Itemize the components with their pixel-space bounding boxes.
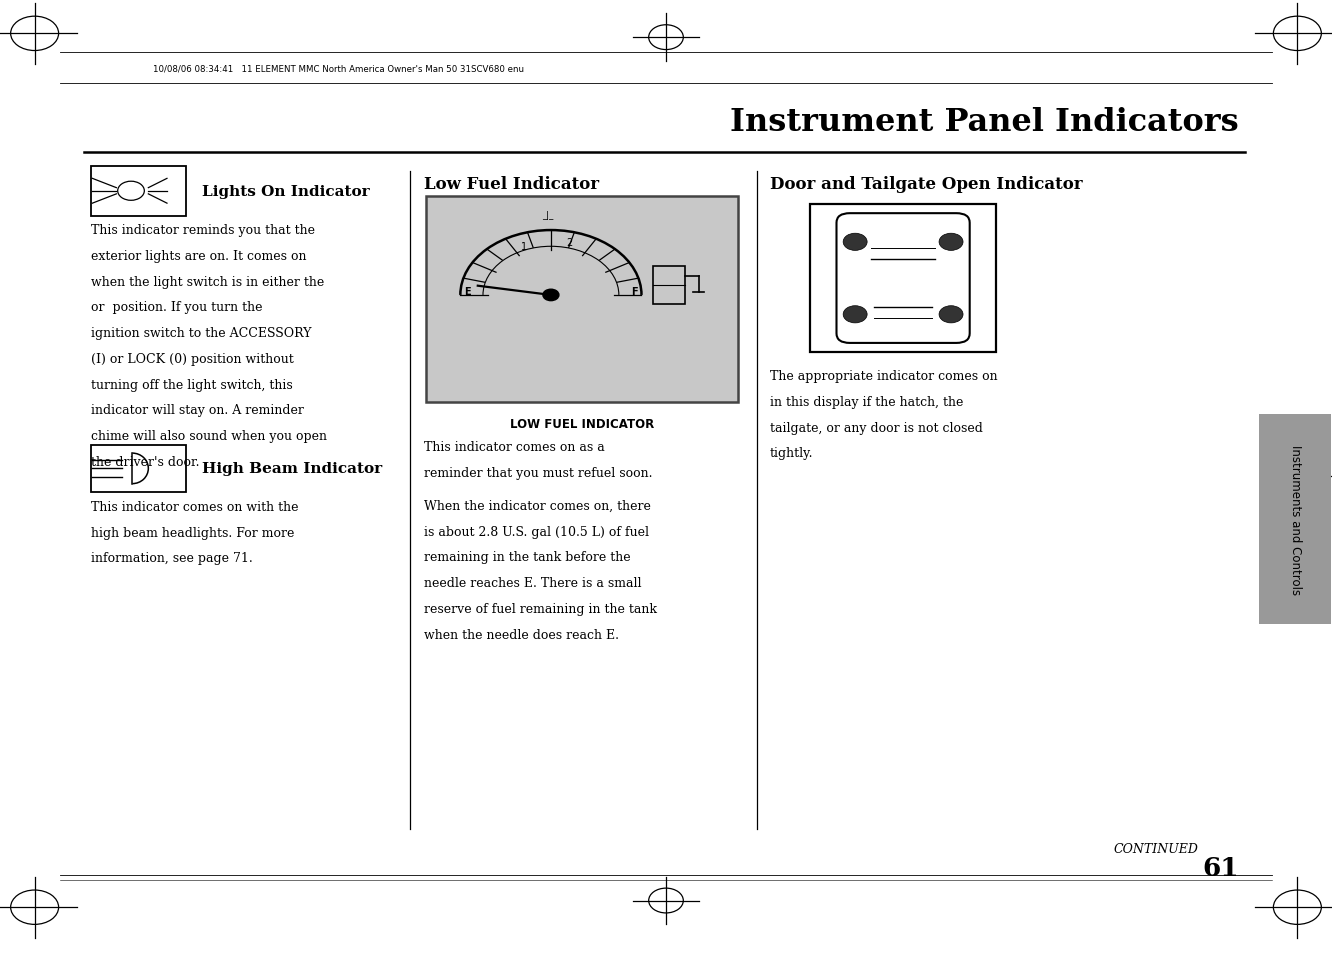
Text: 61: 61 bbox=[1203, 855, 1239, 880]
Text: Lights On Indicator: Lights On Indicator bbox=[202, 185, 370, 198]
Text: in this display if the hatch, the: in this display if the hatch, the bbox=[770, 395, 963, 409]
Text: When the indicator comes on, there: When the indicator comes on, there bbox=[424, 499, 650, 513]
Text: 1: 1 bbox=[521, 242, 526, 252]
Bar bbox=[91, 445, 186, 493]
Bar bbox=[426, 197, 738, 402]
Text: This indicator comes on with the: This indicator comes on with the bbox=[91, 500, 298, 514]
Text: tightly.: tightly. bbox=[770, 447, 814, 460]
Text: reserve of fuel remaining in the tank: reserve of fuel remaining in the tank bbox=[424, 602, 657, 616]
Text: High Beam Indicator: High Beam Indicator bbox=[202, 462, 382, 476]
Text: needle reaches E. There is a small: needle reaches E. There is a small bbox=[424, 577, 641, 590]
Text: the driver's door.: the driver's door. bbox=[91, 456, 198, 469]
Text: F: F bbox=[631, 287, 638, 296]
Text: This indicator reminds you that the: This indicator reminds you that the bbox=[91, 224, 314, 237]
Text: 10/08/06 08:34:41   11 ELEMENT MMC North America Owner's Man 50 31SCV680 enu: 10/08/06 08:34:41 11 ELEMENT MMC North A… bbox=[153, 64, 525, 73]
Text: information, see page 71.: information, see page 71. bbox=[91, 552, 252, 565]
Text: or  position. If you turn the: or position. If you turn the bbox=[91, 301, 262, 314]
Bar bbox=[91, 167, 186, 216]
Text: Instrument Panel Indicators: Instrument Panel Indicators bbox=[730, 107, 1239, 137]
Bar bbox=[654, 267, 686, 305]
Text: when the needle does reach E.: when the needle does reach E. bbox=[424, 628, 618, 641]
Text: Low Fuel Indicator: Low Fuel Indicator bbox=[424, 176, 598, 193]
Text: Instruments and Controls: Instruments and Controls bbox=[1289, 444, 1301, 595]
Text: (I) or LOCK (0) position without: (I) or LOCK (0) position without bbox=[91, 353, 293, 366]
FancyBboxPatch shape bbox=[836, 214, 970, 344]
Text: indicator will stay on. A reminder: indicator will stay on. A reminder bbox=[91, 404, 304, 417]
Text: reminder that you must refuel soon.: reminder that you must refuel soon. bbox=[424, 466, 653, 479]
Text: 2: 2 bbox=[566, 237, 573, 248]
Text: This indicator comes on as a: This indicator comes on as a bbox=[424, 440, 605, 454]
Text: LOW FUEL INDICATOR: LOW FUEL INDICATOR bbox=[510, 417, 654, 431]
Text: when the light switch is in either the: when the light switch is in either the bbox=[91, 275, 324, 289]
Text: Door and Tailgate Open Indicator: Door and Tailgate Open Indicator bbox=[770, 176, 1083, 193]
Circle shape bbox=[543, 290, 559, 301]
Circle shape bbox=[843, 233, 867, 251]
Text: exterior lights are on. It comes on: exterior lights are on. It comes on bbox=[91, 250, 306, 263]
Text: is about 2.8 U.S. gal (10.5 L) of fuel: is about 2.8 U.S. gal (10.5 L) of fuel bbox=[424, 525, 649, 538]
Text: _|_: _|_ bbox=[542, 211, 554, 219]
Circle shape bbox=[939, 233, 963, 251]
Text: turning off the light switch, this: turning off the light switch, this bbox=[91, 378, 292, 392]
Text: The appropriate indicator comes on: The appropriate indicator comes on bbox=[770, 370, 998, 383]
Text: high beam headlights. For more: high beam headlights. For more bbox=[91, 526, 294, 539]
Text: tailgate, or any door is not closed: tailgate, or any door is not closed bbox=[770, 421, 983, 435]
Circle shape bbox=[939, 307, 963, 324]
Text: ignition switch to the ACCESSORY: ignition switch to the ACCESSORY bbox=[91, 327, 312, 340]
Text: chime will also sound when you open: chime will also sound when you open bbox=[91, 430, 326, 443]
Text: remaining in the tank before the: remaining in the tank before the bbox=[424, 551, 630, 564]
Text: E: E bbox=[465, 287, 472, 296]
Circle shape bbox=[843, 307, 867, 324]
Text: CONTINUED: CONTINUED bbox=[1114, 841, 1199, 855]
Bar bbox=[810, 205, 996, 353]
